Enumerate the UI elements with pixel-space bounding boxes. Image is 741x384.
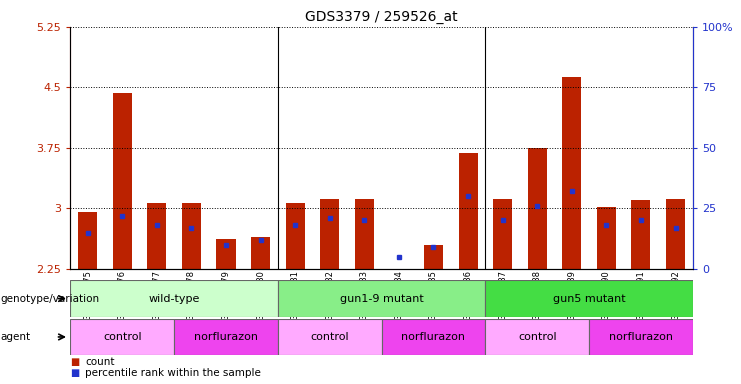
Bar [174, 319, 278, 355]
Bar [285, 203, 305, 269]
Bar [355, 199, 373, 269]
Text: agent: agent [1, 332, 31, 342]
Text: ■: ■ [70, 368, 79, 378]
Bar [216, 239, 236, 269]
Bar [494, 199, 512, 269]
Bar [79, 212, 97, 269]
Text: genotype/variation: genotype/variation [1, 293, 100, 304]
Bar [485, 280, 693, 317]
Text: gun5 mutant: gun5 mutant [553, 293, 625, 304]
Text: control: control [518, 332, 556, 342]
Bar [251, 237, 270, 269]
Text: ■: ■ [70, 358, 79, 367]
Bar [70, 319, 174, 355]
Bar [147, 203, 166, 269]
Bar [631, 200, 651, 269]
Bar [182, 203, 201, 269]
Bar [459, 154, 477, 269]
Bar [113, 93, 132, 269]
Bar [485, 319, 589, 355]
Text: wild-type: wild-type [148, 293, 200, 304]
Text: norflurazon: norflurazon [609, 332, 673, 342]
Bar [70, 280, 278, 317]
Text: control: control [103, 332, 142, 342]
Bar [320, 199, 339, 269]
Text: percentile rank within the sample: percentile rank within the sample [85, 368, 261, 378]
Text: norflurazon: norflurazon [194, 332, 258, 342]
Title: GDS3379 / 259526_at: GDS3379 / 259526_at [305, 10, 458, 25]
Text: control: control [310, 332, 349, 342]
Bar [278, 319, 382, 355]
Bar [382, 319, 485, 355]
Bar [666, 199, 685, 269]
Bar [589, 319, 693, 355]
Bar [278, 280, 485, 317]
Bar [562, 77, 581, 269]
Bar [424, 245, 443, 269]
Text: gun1-9 mutant: gun1-9 mutant [339, 293, 424, 304]
Bar [597, 207, 616, 269]
Text: norflurazon: norflurazon [402, 332, 465, 342]
Text: count: count [85, 358, 115, 367]
Bar [528, 148, 547, 269]
